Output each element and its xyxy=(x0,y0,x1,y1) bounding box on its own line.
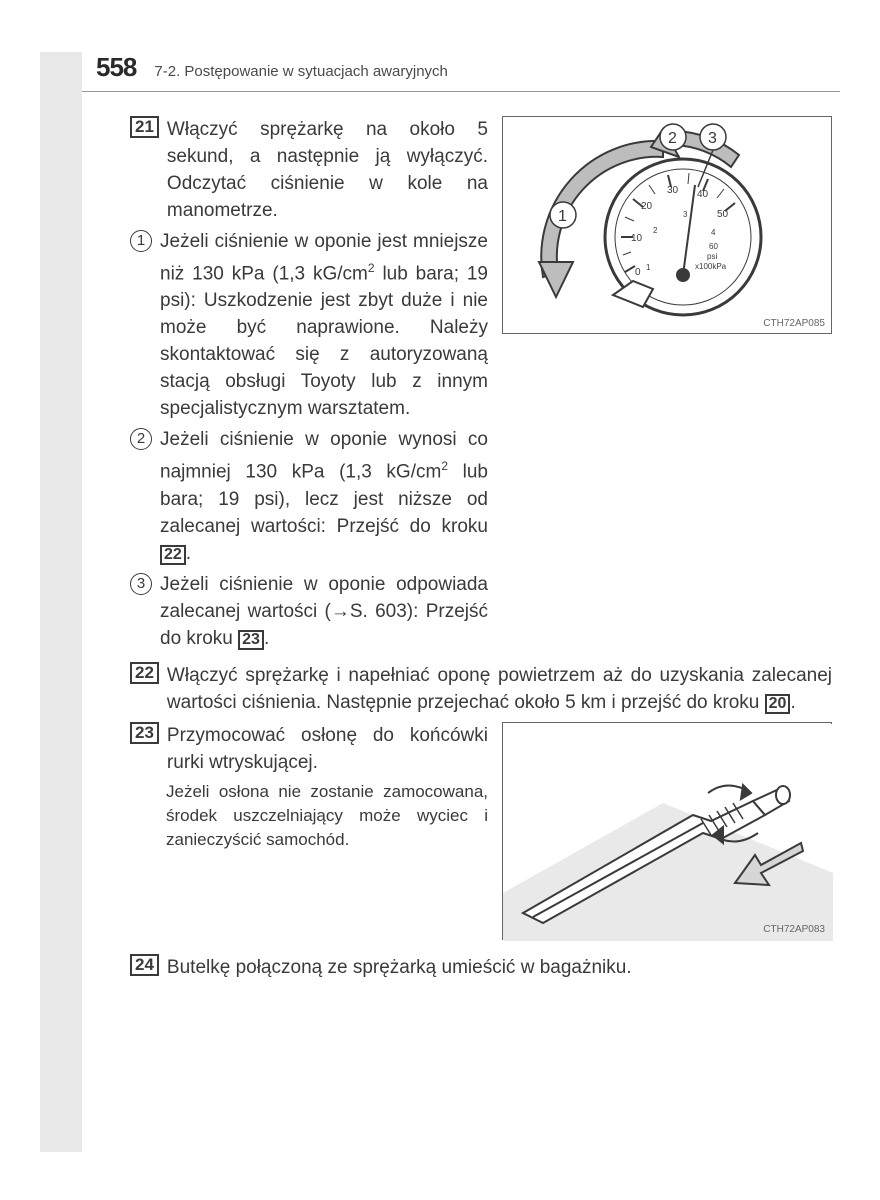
substep-1: 1 Jeżeli ciśnienie w oponie jest mniejsz… xyxy=(130,228,488,422)
svg-text:40: 40 xyxy=(697,189,709,200)
svg-text:30: 30 xyxy=(667,185,679,196)
text-frag: Jeżeli ciśnienie w oponie wynosi co najm… xyxy=(160,429,488,482)
text-frag: . xyxy=(264,628,269,649)
step-number-box: 21 xyxy=(130,116,159,138)
superscript: 2 xyxy=(368,261,375,275)
step-number-box: 23 xyxy=(130,722,159,744)
substep-2: 2 Jeżeli ciśnienie w oponie wynosi co na… xyxy=(130,426,488,566)
substep-text: Jeżeli ciśnienie w oponie odpowiada zale… xyxy=(160,571,488,652)
text-frag: lub bara; 19 psi): Uszkodzenie jest zbyt… xyxy=(160,263,488,419)
text-frag: . xyxy=(186,543,191,564)
step-22: 22 Włączyć sprężarkę i napełniać oponę p… xyxy=(130,662,832,716)
gauge-svg: 0 10 20 30 40 50 60 psi x100kPa 1 xyxy=(503,117,833,335)
svg-text:50: 50 xyxy=(717,209,729,220)
section-title: 7-2. Postępowanie w sytuacjach awaryjnyc… xyxy=(154,63,447,80)
side-tab xyxy=(40,52,82,1152)
svg-text:psi: psi xyxy=(707,252,717,261)
svg-text:20: 20 xyxy=(641,201,653,212)
page-header: 558 7-2. Postępowanie w sytuacjach awary… xyxy=(96,52,840,83)
step-text: Włączyć sprężarkę na około 5 sekund, a n… xyxy=(167,116,488,224)
step-number-box: 22 xyxy=(130,662,159,684)
step-text: Przymocować osłonę do końcówki rurki wtr… xyxy=(167,722,488,776)
svg-text:2: 2 xyxy=(668,130,677,147)
figure-tube: CTH72AP083 xyxy=(502,722,832,940)
step-23: 23 Przymocować osłonę do końcówki rurki … xyxy=(130,722,488,776)
text-frag: Włączyć sprężarkę i napełniać oponę powi… xyxy=(167,665,832,713)
tube-svg xyxy=(503,723,833,941)
circle-number: 2 xyxy=(130,428,152,450)
step-24: 24 Butelkę połączoną ze sprężarką umieśc… xyxy=(130,954,832,981)
step-ref-box: 23 xyxy=(238,630,264,650)
header-rule xyxy=(82,91,840,92)
circle-number: 3 xyxy=(130,573,152,595)
svg-text:3: 3 xyxy=(683,210,688,219)
text-frag: Jeżeli ciśnienie w oponie odpowiada zale… xyxy=(160,574,488,649)
step-text: Butelkę połączoną ze sprężarką umieścić … xyxy=(167,954,632,981)
note-text: Jeżeli osłona nie zostanie zamocowana, ś… xyxy=(166,780,488,852)
step-text: Włączyć sprężarkę i napełniać oponę powi… xyxy=(167,662,832,716)
svg-text:1: 1 xyxy=(646,263,651,272)
figure-gauge: 0 10 20 30 40 50 60 psi x100kPa 1 xyxy=(502,116,832,334)
circle-number: 1 xyxy=(130,230,152,252)
page-number: 558 xyxy=(96,52,136,83)
svg-text:60: 60 xyxy=(709,242,718,251)
step-ref-box: 20 xyxy=(765,694,791,714)
step-23-note: Jeżeli osłona nie zostanie zamocowana, ś… xyxy=(130,780,488,852)
svg-text:4: 4 xyxy=(711,228,716,237)
substep-text: Jeżeli ciśnienie w oponie jest mniejsze … xyxy=(160,228,488,422)
substep-text: Jeżeli ciśnienie w oponie wynosi co najm… xyxy=(160,426,488,566)
step-21: 21 Włączyć sprężarkę na około 5 sekund, … xyxy=(130,116,488,224)
figure-caption: CTH72AP083 xyxy=(763,924,825,935)
text-frag: Przymocować osłonę do końcówki rurki wtr… xyxy=(167,725,488,773)
svg-text:x100kPa: x100kPa xyxy=(695,262,727,271)
step-number-box: 24 xyxy=(130,954,159,976)
svg-text:3: 3 xyxy=(708,130,717,147)
svg-text:1: 1 xyxy=(558,208,567,225)
figure-caption: CTH72AP085 xyxy=(763,318,825,329)
step-ref-box: 22 xyxy=(160,545,186,565)
svg-text:2: 2 xyxy=(653,226,658,235)
text-frag: . xyxy=(790,692,795,713)
svg-text:0: 0 xyxy=(635,267,641,278)
superscript: 2 xyxy=(441,459,448,473)
substep-3: 3 Jeżeli ciśnienie w oponie odpowiada za… xyxy=(130,571,488,652)
svg-text:10: 10 xyxy=(631,233,643,244)
